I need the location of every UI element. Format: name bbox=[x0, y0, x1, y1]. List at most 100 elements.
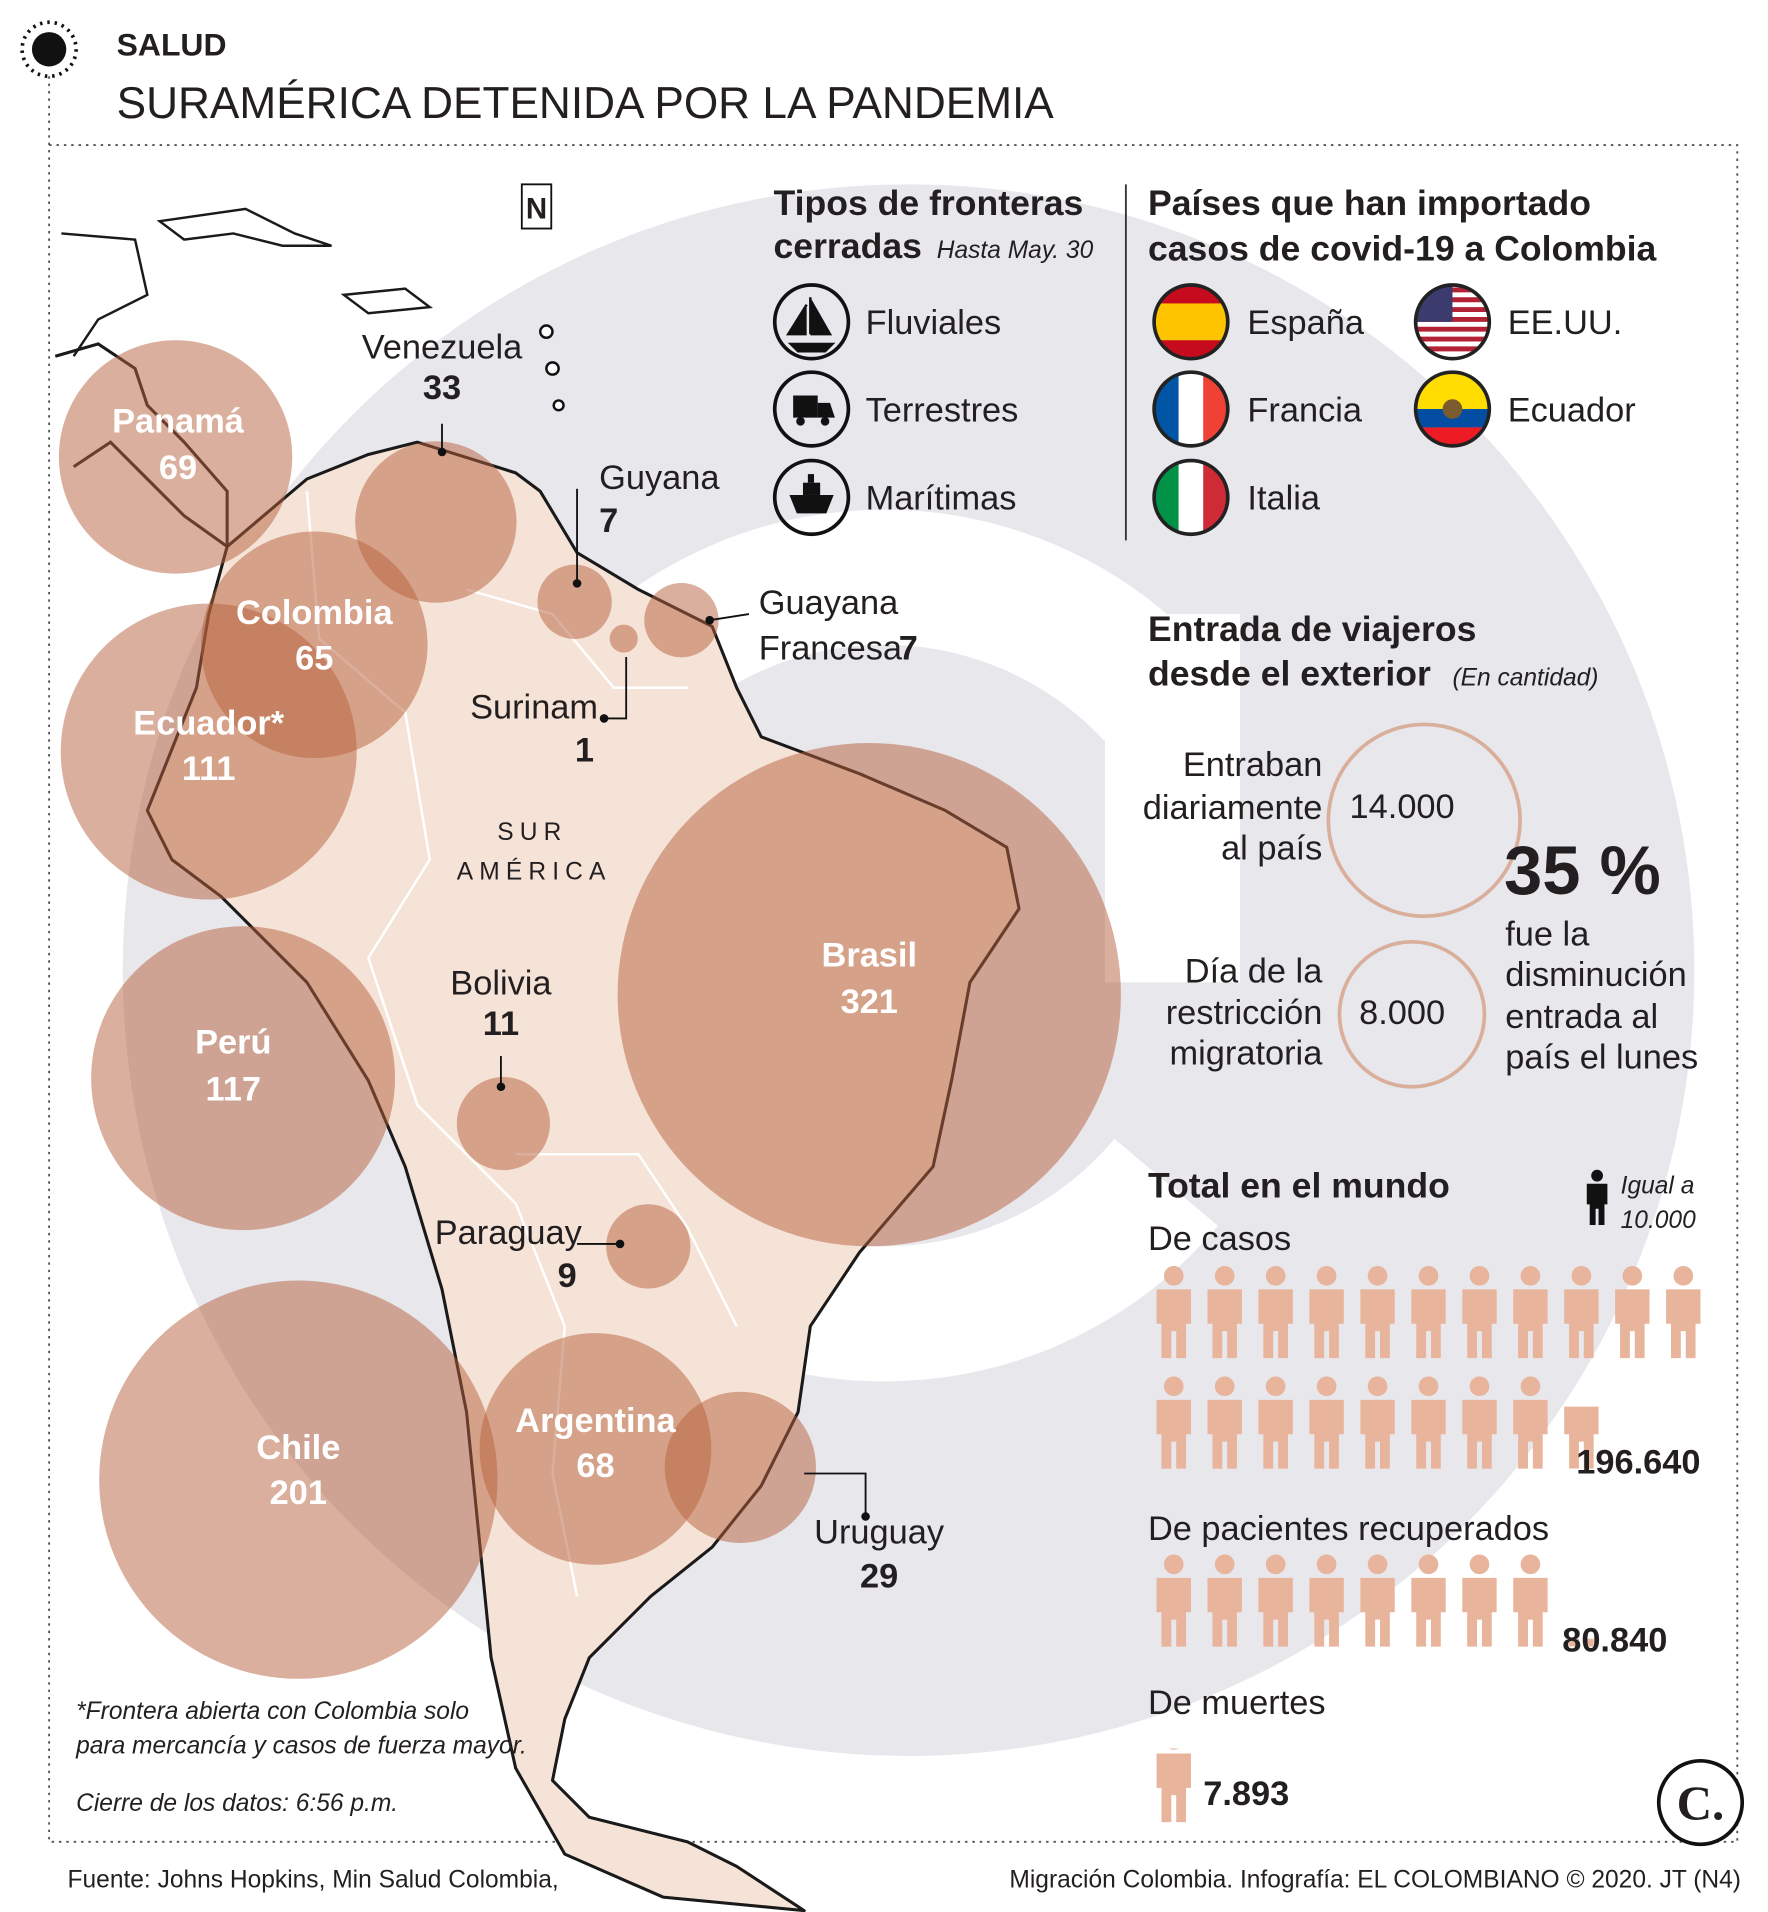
country-name: Paraguay bbox=[435, 1214, 583, 1252]
footnote: *Frontera abierta con Colombia solo bbox=[76, 1698, 469, 1725]
footnote: Cierre de los datos: 6:56 p.m. bbox=[76, 1790, 398, 1817]
imported-title: casos de covid-19 a Colombia bbox=[1148, 228, 1658, 268]
person-icon bbox=[1207, 1554, 1242, 1647]
icon-head bbox=[1418, 1266, 1439, 1286]
icon-body bbox=[1156, 1399, 1191, 1469]
country-name: Surinam bbox=[470, 688, 598, 726]
country-circle bbox=[606, 1204, 691, 1289]
person-icon bbox=[1156, 1748, 1191, 1823]
country-circle bbox=[456, 1077, 550, 1171]
icon-head bbox=[1316, 1376, 1337, 1397]
icon-head bbox=[1418, 1554, 1439, 1575]
country-name: Ecuador bbox=[1508, 391, 1636, 429]
person-icon bbox=[1309, 1554, 1344, 1647]
traveler-label: migratoria bbox=[1170, 1035, 1324, 1073]
leader-dot bbox=[705, 615, 714, 625]
person-icon bbox=[1564, 1266, 1599, 1359]
country-value: 117 bbox=[206, 1070, 261, 1108]
country-name: Guyana bbox=[599, 459, 720, 497]
person-icon bbox=[1309, 1376, 1344, 1469]
person-icon bbox=[1360, 1376, 1395, 1469]
person-icon bbox=[1258, 1554, 1293, 1647]
icon-head bbox=[1316, 1266, 1337, 1286]
icon-head bbox=[1214, 1376, 1235, 1397]
percent: 35 % bbox=[1504, 832, 1661, 909]
country-name: Ecuador* bbox=[133, 704, 284, 742]
country-circle bbox=[537, 564, 612, 639]
leader-dot bbox=[496, 1082, 506, 1092]
border-type: Marítimas bbox=[866, 480, 1017, 518]
country-name: Panamá bbox=[112, 402, 245, 440]
imported-title: Países que han importado bbox=[1148, 183, 1591, 223]
country-name: Italia bbox=[1247, 480, 1320, 518]
country-name: Chile bbox=[256, 1429, 340, 1467]
percent-text: país el lunes bbox=[1505, 1038, 1698, 1076]
borders-title: Tipos de fronteras bbox=[773, 183, 1083, 223]
country-value: 65 bbox=[295, 639, 333, 677]
country-name: EE.UU. bbox=[1508, 304, 1623, 342]
country-value: 68 bbox=[576, 1447, 614, 1485]
person-icon bbox=[1156, 1376, 1191, 1469]
icon-body bbox=[1309, 1577, 1344, 1647]
icon-head bbox=[1469, 1376, 1490, 1397]
icon-head bbox=[1265, 1266, 1286, 1286]
icon-body bbox=[1513, 1577, 1548, 1647]
country-value: 9 bbox=[558, 1257, 577, 1295]
icon-head bbox=[1367, 1554, 1388, 1575]
group-value: 7.893 bbox=[1203, 1775, 1289, 1813]
icon-head bbox=[1520, 1376, 1541, 1397]
traveler-circle bbox=[1326, 722, 1522, 919]
leader-dot bbox=[615, 1239, 625, 1249]
travelers-note: (En cantidad) bbox=[1452, 664, 1598, 691]
leader-line bbox=[604, 657, 628, 720]
leader-dot bbox=[599, 714, 609, 723]
icon-head bbox=[1367, 1266, 1388, 1286]
country-name: Venezuela bbox=[362, 329, 523, 367]
north-box bbox=[520, 183, 553, 230]
country-name: Guayana Francesa bbox=[759, 584, 908, 667]
icon-body bbox=[1411, 1289, 1446, 1359]
leader-dot bbox=[861, 1512, 870, 1521]
group-label: De casos bbox=[1148, 1220, 1291, 1258]
icon-head bbox=[1673, 1266, 1694, 1286]
icon-body bbox=[1207, 1577, 1242, 1647]
country-name: Perú bbox=[195, 1024, 271, 1062]
country-value: 1 bbox=[575, 731, 594, 769]
source: Fuente: Johns Hopkins, Min Salud Colombi… bbox=[68, 1866, 559, 1893]
person-icon bbox=[1564, 1406, 1599, 1469]
world-groups: De casos 196.640 De pacientes recuperados 8… bbox=[1148, 1220, 1701, 1823]
traveler-label: Entraban bbox=[1183, 746, 1322, 784]
icon-head bbox=[1418, 1376, 1439, 1397]
icon-body bbox=[1513, 1399, 1548, 1469]
traveler-value: 8.000 bbox=[1359, 994, 1445, 1032]
country-circle bbox=[60, 603, 357, 900]
person-icon bbox=[1258, 1376, 1293, 1469]
title: SURAMÉRICA DETENIDA POR LA PANDEMIA bbox=[117, 79, 1055, 128]
footnote: para mercancía y casos de fuerza mayor. bbox=[75, 1732, 527, 1759]
person-icon bbox=[1207, 1266, 1242, 1359]
country-value: 111 bbox=[182, 750, 236, 788]
icon-head bbox=[1214, 1266, 1235, 1286]
icon-body bbox=[1258, 1289, 1293, 1359]
country-circle bbox=[355, 441, 517, 603]
traveler-circle bbox=[1337, 939, 1487, 1089]
person-icon bbox=[1309, 1266, 1344, 1359]
icon-body bbox=[1462, 1399, 1497, 1469]
border-icons bbox=[772, 283, 851, 537]
country-name: Uruguay bbox=[814, 1513, 945, 1551]
country-value: 7 bbox=[899, 629, 918, 667]
border-type: Fluviales bbox=[866, 304, 1002, 342]
country-name: Francia bbox=[1247, 391, 1362, 429]
country-name: España bbox=[1247, 304, 1364, 342]
traveler-label: Día de la bbox=[1185, 952, 1323, 990]
traveler-label: al país bbox=[1221, 830, 1322, 868]
icon-body bbox=[1360, 1399, 1395, 1469]
country-circle bbox=[479, 1333, 712, 1565]
person-icon bbox=[1156, 1266, 1191, 1359]
logo: C. bbox=[1677, 1776, 1725, 1831]
icon-body bbox=[1411, 1399, 1446, 1469]
travelers-title: desde el exterior bbox=[1148, 653, 1431, 693]
borders-note: Hasta May. 30 bbox=[937, 237, 1094, 264]
region-label: AMÉRICA bbox=[457, 858, 612, 885]
